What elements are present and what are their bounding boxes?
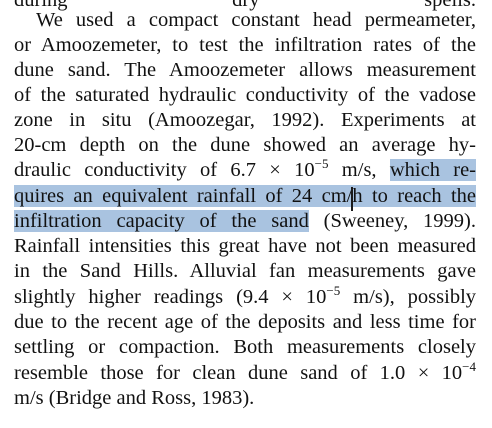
line-7-post: m/s, [328,159,390,181]
selected-text[interactable]: which re- [389,159,476,181]
selected-text[interactable]: quires an equivalent rainfall of 24 cm/h… [14,185,476,207]
text-line-12: slightly higher readings (9.4 × 10−5 m/s… [14,283,477,309]
line-12-post: m/s), possibly [340,286,477,308]
text-line-5: zone in situ (Amoozegar, 1992). Experime… [14,109,476,131]
exponent-superscript: −5 [326,283,341,298]
text-cursor-icon [351,187,353,211]
text-line-10: Rainfall intensities this great have not… [14,235,476,257]
text-line-7: draulic conductivity of 6.7 × 10−5 m/s, … [14,156,476,182]
clipped-previous-line: during dry spells. [14,0,476,11]
line-7-pre: draulic conductivity of 6.7 × 10 [14,159,315,181]
text-line-6: 20-cm depth on the dune showed an averag… [14,134,476,156]
text-line-4: of the saturated hydraulic conductivity … [14,84,476,106]
text-line-11: in the Sand Hills. Alluvial fan measurem… [14,260,476,282]
text-line-9: infiltration capacity of the sand (Sween… [14,209,476,233]
exponent-superscript: −5 [314,156,329,171]
exponent-superscript: −4 [462,359,476,374]
line-1-text: We used a compact constant head permeame… [36,9,476,31]
text-line-13: due to the recent age of the deposits an… [14,311,476,333]
text-line-3: dune sand. The Amoozemeter allows measur… [14,59,476,81]
line-15-pre: resemble those for clean dune sand of 1.… [14,362,463,384]
text-line-15: resemble those for clean dune sand of 1.… [14,359,476,385]
text-line-14: settling or compaction. Both measurement… [14,336,476,358]
text-line-2: or Amoozemeter, to test the infiltration… [14,34,476,56]
selected-text[interactable]: infiltration capacity of the sand [14,210,309,232]
text-line-8: quires an equivalent rainfall of 24 cm/h… [14,184,476,208]
line-9-post: (Sweeney, 1999). [308,210,476,232]
text-line-16: m/s (Bridge and Ross, 1983). [14,387,255,409]
text-line-1: We used a compact constant head permeame… [14,8,476,32]
line-12-pre: slightly higher readings (9.4 × 10 [14,286,327,308]
